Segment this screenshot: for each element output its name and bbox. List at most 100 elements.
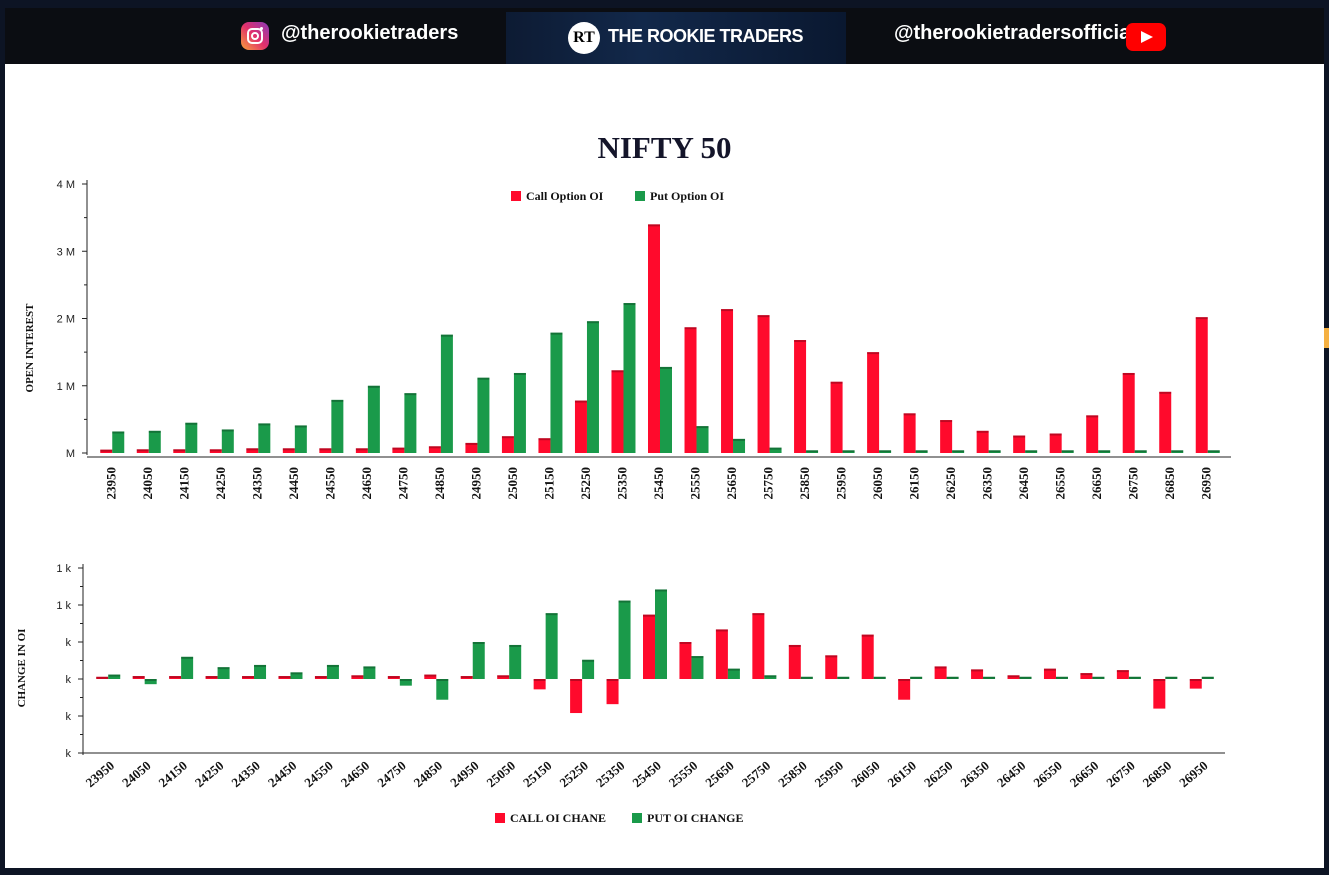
camera-outline <box>247 28 263 44</box>
put-bar-26250 <box>946 676 959 679</box>
call-bar-24150 <box>169 676 182 679</box>
x-tick-label: 26750 <box>1126 467 1141 500</box>
bar-edge <box>837 676 850 679</box>
bar-edge <box>351 675 364 678</box>
y-axis-title: CHANGE IN OI <box>16 629 28 708</box>
call-bar-26450 <box>1013 435 1026 453</box>
put-bar-25650 <box>733 438 746 453</box>
bar-edge <box>721 309 734 312</box>
x-tick-label: 25250 <box>578 467 593 500</box>
call-bar-26050 <box>861 634 874 679</box>
call-bar-25850 <box>788 644 801 679</box>
call-bar-24250 <box>209 449 222 453</box>
call-bar-24750 <box>387 676 400 679</box>
x-tick-label: 25650 <box>702 758 737 790</box>
bar-edge <box>830 381 843 384</box>
bar-edge <box>910 676 923 679</box>
bar-edge <box>205 676 218 679</box>
instagram-icon[interactable] <box>241 22 269 50</box>
bar-edge <box>684 327 697 330</box>
call-bar-24550 <box>314 676 327 679</box>
bar-edge <box>606 679 619 681</box>
bar-edge <box>1013 435 1026 438</box>
bar-edge <box>509 644 522 647</box>
bar-edge <box>1098 450 1111 453</box>
call-bar-24550 <box>319 448 332 453</box>
bar-edge <box>867 352 880 355</box>
x-tick-label: 24950 <box>447 758 482 790</box>
call-bar-26250 <box>940 420 953 453</box>
bar-edge <box>861 634 874 637</box>
bar-edge <box>946 676 959 679</box>
call-bar-26350 <box>976 430 989 453</box>
put-bar-26150 <box>910 676 923 679</box>
bar-edge <box>1086 415 1099 418</box>
bar-edge <box>570 679 583 681</box>
put-bar-26750 <box>1134 450 1147 453</box>
call-bar-25050 <box>501 436 514 453</box>
x-tick-label: 25850 <box>775 758 810 790</box>
bar-edge <box>643 614 655 617</box>
bar-edge <box>1134 450 1147 453</box>
put-bar-24750 <box>399 679 412 686</box>
call-bar-26450 <box>1007 675 1020 679</box>
x-tick-label: 24950 <box>468 467 483 500</box>
put-bar-24250 <box>217 667 230 679</box>
x-tick-label: 26650 <box>1067 758 1102 790</box>
x-tick-label: 24650 <box>338 758 373 790</box>
brand-logo: RT THE ROOKIE TRADERS <box>506 12 846 64</box>
bar-edge <box>934 666 947 669</box>
call-bar-25550 <box>679 642 692 679</box>
youtube-handle[interactable]: @therookietradersofficial <box>894 22 1136 44</box>
put-bar-24350 <box>258 423 271 453</box>
bar-edge <box>424 674 437 677</box>
put-bar-25050 <box>509 644 522 679</box>
y-tick-label: 4 M <box>57 179 75 191</box>
bar-edge <box>879 450 892 453</box>
bar-edge <box>1122 372 1135 375</box>
put-bar-24950 <box>477 377 490 453</box>
x-tick-label: 26950 <box>1176 758 1211 790</box>
instagram-handle[interactable]: @therookietraders <box>281 22 459 44</box>
legend-label: CALL OI CHANE <box>510 811 606 825</box>
call-bar-25150 <box>538 438 551 453</box>
bar-edge <box>727 668 740 671</box>
bar-edge <box>1080 673 1093 676</box>
header-banner: @therookietraders RT THE ROOKIE TRADERS … <box>5 8 1324 64</box>
put-bar-26650 <box>1098 450 1111 453</box>
x-tick-label: 25550 <box>666 758 701 790</box>
x-tick-label: 25550 <box>688 467 703 500</box>
x-tick-label: 26250 <box>943 467 958 500</box>
call-bar-24750 <box>392 447 405 453</box>
x-tick-label: 24350 <box>228 758 263 790</box>
bar-edge <box>1171 450 1184 453</box>
y-tick-label: 1 k <box>56 600 71 612</box>
bar-edge <box>983 676 996 679</box>
y-tick-label: 1 M <box>57 381 75 393</box>
bar-edge <box>185 422 198 425</box>
bar-edge <box>428 446 441 449</box>
put-bar-24650 <box>367 385 380 453</box>
bar-edge <box>132 676 145 679</box>
put-bar-25650 <box>727 668 740 679</box>
bar-edge <box>242 676 255 679</box>
bar-edge <box>538 438 551 441</box>
put-bar-25450 <box>660 366 672 453</box>
put-bar-24050 <box>144 679 157 685</box>
put-bar-23950 <box>112 431 125 453</box>
put-bar-26650 <box>1092 676 1105 679</box>
x-tick-label: 26550 <box>1053 467 1068 500</box>
x-tick-label: 26450 <box>994 758 1029 790</box>
put-bar-24850 <box>440 334 453 453</box>
x-tick-label: 25050 <box>484 758 519 790</box>
y-tick-label: 2 M <box>57 314 75 326</box>
bar-edge <box>873 676 886 679</box>
put-bar-25350 <box>618 600 631 679</box>
y-tick-label: k <box>66 748 72 760</box>
call-bar-25850 <box>794 340 807 453</box>
youtube-icon[interactable] <box>1126 23 1166 51</box>
bar-edge <box>971 669 984 672</box>
bar-edge <box>477 377 490 380</box>
x-tick-label: 26150 <box>885 758 920 790</box>
x-tick-label: 24450 <box>286 467 301 500</box>
